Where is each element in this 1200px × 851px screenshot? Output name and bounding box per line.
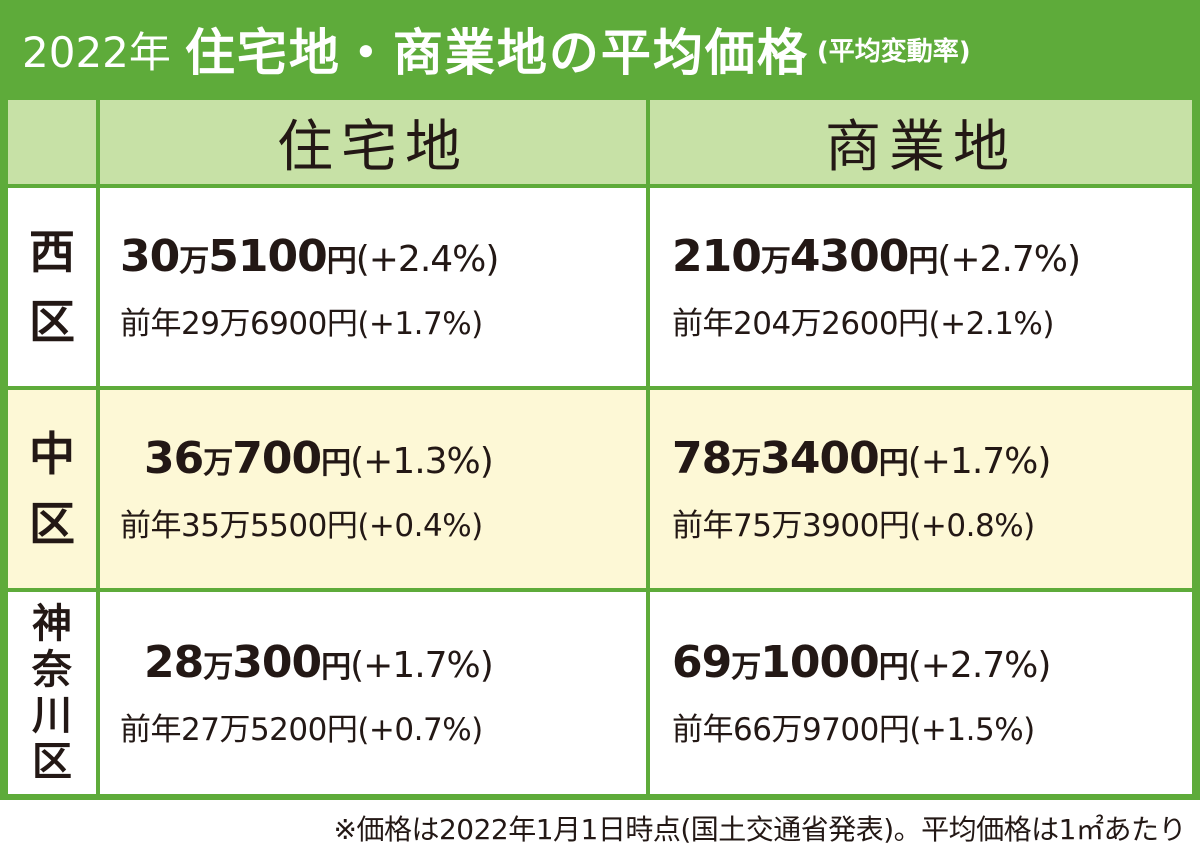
- commercial-price-nishi: 210万4300円(+2.7%) 前年204万2600円(+2.1%): [650, 188, 1192, 386]
- title-main: 住宅地・商業地の平均価格: [184, 24, 809, 82]
- current-price: 28万300円(+1.7%): [144, 636, 494, 688]
- residential-price-nishi: 30万5100円(+2.4%) 前年29万6900円(+1.7%): [100, 188, 646, 386]
- previous-year-price: 前年75万3900円(+0.8%): [672, 507, 1035, 544]
- ward-char: 中: [29, 427, 75, 481]
- title-sub: (平均変動率): [816, 36, 971, 67]
- ward-char: 川: [32, 693, 72, 739]
- current-price: 78万3400円(+1.7%): [672, 432, 1051, 484]
- ward-char: 奈: [32, 647, 72, 693]
- commercial-price-naka: 78万3400円(+1.7%) 前年75万3900円(+0.8%): [650, 390, 1192, 588]
- current-price: 69万1000円(+2.7%): [672, 636, 1051, 688]
- footnote: ※価格は2022年1月1日時点(国土交通省発表)。平均価格は1㎡あたり: [333, 813, 1186, 846]
- previous-year-price: 前年29万6900円(+1.7%): [120, 305, 483, 342]
- ward-char: 区: [32, 739, 72, 785]
- ward-label-nishi: 西 区: [8, 188, 96, 386]
- previous-year-price: 前年66万9700円(+1.5%): [672, 711, 1035, 748]
- ward-char: 西: [29, 225, 75, 279]
- current-price: 36万700円(+1.3%): [144, 432, 494, 484]
- page-title: 2022年 住宅地・商業地の平均価格 (平均変動率): [0, 0, 1200, 98]
- header-residential: 住宅地: [100, 100, 646, 184]
- current-price: 210万4300円(+2.7%): [672, 230, 1081, 282]
- ward-char: 区: [29, 497, 75, 551]
- title-year: 2022年: [22, 27, 171, 77]
- ward-char: 神: [32, 601, 72, 647]
- residential-price-kanagawa: 28万300円(+1.7%) 前年27万5200円(+0.7%): [100, 592, 646, 794]
- previous-year-price: 前年204万2600円(+2.1%): [672, 305, 1054, 342]
- ward-char: 区: [29, 295, 75, 349]
- ward-label-naka: 中 区: [8, 390, 96, 588]
- current-price: 30万5100円(+2.4%): [120, 230, 499, 282]
- header-corner: [8, 100, 96, 184]
- table-frame: 2022年 住宅地・商業地の平均価格 (平均変動率) 住宅地 商業地 西 区 3…: [0, 0, 1200, 800]
- residential-price-naka: 36万700円(+1.3%) 前年35万5500円(+0.4%): [100, 390, 646, 588]
- previous-year-price: 前年27万5200円(+0.7%): [120, 711, 483, 748]
- commercial-price-kanagawa: 69万1000円(+2.7%) 前年66万9700円(+1.5%): [650, 592, 1192, 794]
- header-commercial: 商業地: [650, 100, 1192, 184]
- previous-year-price: 前年35万5500円(+0.4%): [120, 507, 483, 544]
- ward-label-kanagawa: 神 奈 川 区: [8, 592, 96, 794]
